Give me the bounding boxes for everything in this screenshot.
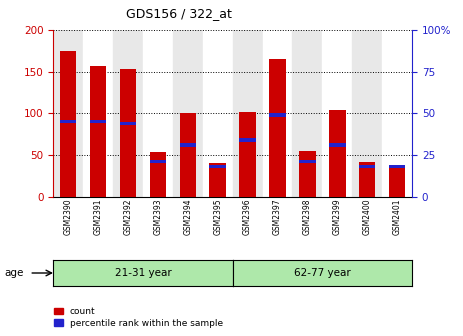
Bar: [359, 165, 375, 168]
Bar: [269, 114, 286, 117]
Text: GSM2398: GSM2398: [303, 199, 312, 235]
Text: age: age: [4, 268, 24, 278]
Bar: [83, 30, 113, 197]
Bar: [150, 160, 166, 163]
Bar: [209, 165, 226, 168]
Text: 62-77 year: 62-77 year: [294, 268, 351, 278]
Text: GSM2400: GSM2400: [363, 199, 372, 235]
Bar: [143, 30, 173, 197]
Text: GSM2396: GSM2396: [243, 199, 252, 235]
Text: GSM2399: GSM2399: [333, 199, 342, 235]
Bar: [269, 58, 286, 197]
Bar: [389, 166, 405, 197]
Bar: [382, 30, 412, 197]
Bar: [180, 143, 196, 146]
Bar: [53, 30, 83, 197]
Bar: [352, 30, 382, 197]
Bar: [90, 120, 106, 123]
Bar: [329, 110, 345, 197]
Text: GSM2397: GSM2397: [273, 199, 282, 235]
Bar: [173, 30, 203, 197]
Text: GSM2401: GSM2401: [393, 199, 401, 235]
Bar: [60, 51, 76, 197]
Text: GSM2395: GSM2395: [213, 199, 222, 235]
Text: GDS156 / 322_at: GDS156 / 322_at: [126, 7, 232, 20]
Legend: count, percentile rank within the sample: count, percentile rank within the sample: [51, 303, 226, 332]
Text: GSM2391: GSM2391: [94, 199, 103, 235]
Bar: [359, 163, 375, 197]
Bar: [113, 30, 143, 197]
Bar: [150, 152, 166, 197]
Bar: [299, 151, 316, 197]
Bar: [299, 160, 316, 163]
Text: GSM2390: GSM2390: [64, 199, 73, 235]
Bar: [293, 30, 322, 197]
Bar: [90, 66, 106, 197]
Bar: [329, 143, 345, 146]
Text: GSM2394: GSM2394: [183, 199, 192, 235]
Bar: [60, 120, 76, 123]
Bar: [322, 30, 352, 197]
Text: GSM2392: GSM2392: [124, 199, 132, 235]
Bar: [239, 138, 256, 142]
Bar: [203, 30, 233, 197]
Text: 21-31 year: 21-31 year: [114, 268, 171, 278]
Bar: [120, 122, 136, 125]
Bar: [389, 165, 405, 168]
Bar: [120, 69, 136, 197]
Bar: [263, 30, 293, 197]
Bar: [180, 114, 196, 197]
Bar: [239, 112, 256, 197]
Bar: [209, 163, 226, 197]
Text: GSM2393: GSM2393: [153, 199, 163, 235]
Bar: [233, 30, 263, 197]
